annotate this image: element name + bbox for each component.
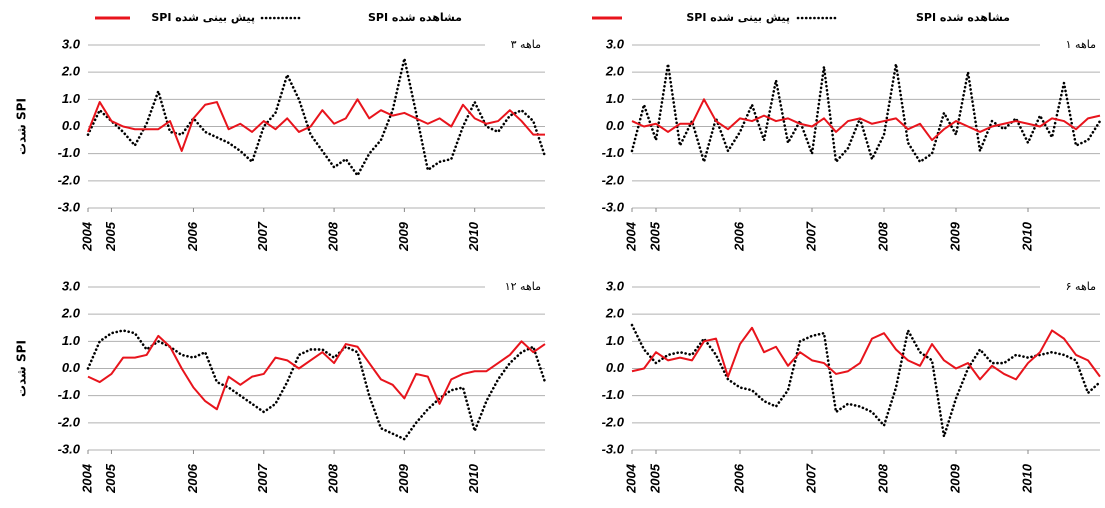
y-tick-label: -1.0 bbox=[602, 387, 625, 402]
x-tick-label: 2005 bbox=[647, 463, 662, 494]
x-tick-label: 2005 bbox=[103, 463, 118, 494]
x-tick-label: 2008 bbox=[875, 463, 890, 494]
legend-label: SPI پیش بینی شده bbox=[686, 11, 790, 24]
series-line bbox=[87, 334, 546, 411]
title-bg bbox=[1040, 37, 1100, 53]
x-tick-label: 2006 bbox=[731, 221, 746, 252]
x-tick-label: 2006 bbox=[185, 463, 200, 494]
x-tick-label: 2004 bbox=[623, 463, 638, 494]
y-tick-label: 0.0 bbox=[62, 360, 81, 375]
x-tick-label: 2010 bbox=[466, 221, 481, 252]
x-tick-label: 2010 bbox=[466, 463, 481, 494]
x-tick-label: 2007 bbox=[255, 463, 270, 494]
x-tick-label: 2005 bbox=[103, 221, 118, 252]
x-tick-label: 2004 bbox=[623, 221, 638, 252]
series-line bbox=[86, 57, 547, 177]
y-tick-label: 3.0 bbox=[62, 36, 81, 51]
series-line bbox=[86, 329, 547, 441]
y-axis-label: شدت SPI bbox=[15, 340, 29, 397]
y-tick-label: -3.0 bbox=[58, 441, 81, 456]
x-tick-label: 2005 bbox=[647, 221, 662, 252]
title-bg bbox=[485, 37, 545, 53]
y-tick-label: 0.0 bbox=[62, 118, 81, 133]
y-tick-label: 1.0 bbox=[606, 91, 625, 106]
y-tick-label: 1.0 bbox=[606, 333, 625, 348]
x-tick-label: 2004 bbox=[79, 463, 94, 494]
y-tick-label: 2.0 bbox=[605, 306, 625, 321]
series-line bbox=[631, 326, 1101, 381]
series-line bbox=[630, 62, 1102, 164]
y-tick-label: 1.0 bbox=[62, 91, 81, 106]
panel-title: ۶ ماهه bbox=[1066, 280, 1096, 293]
y-tick-label: 3.0 bbox=[62, 278, 81, 293]
y-tick-label: -3.0 bbox=[602, 199, 625, 214]
x-tick-label: 2008 bbox=[326, 463, 341, 494]
panel-title: ۱ ماهه bbox=[1066, 38, 1096, 51]
x-tick-label: 2007 bbox=[803, 221, 818, 252]
x-tick-label: 2004 bbox=[79, 221, 94, 252]
y-tick-label: 1.0 bbox=[62, 333, 81, 348]
title-bg bbox=[485, 279, 545, 295]
y-tick-label: 2.0 bbox=[605, 64, 625, 79]
y-tick-label: -2.0 bbox=[58, 172, 81, 187]
y-tick-label: -1.0 bbox=[58, 387, 81, 402]
title-bg bbox=[1040, 279, 1100, 295]
series-line bbox=[87, 98, 545, 152]
x-tick-label: 2010 bbox=[1019, 463, 1034, 494]
x-tick-label: 2006 bbox=[185, 221, 200, 252]
y-tick-label: 0.0 bbox=[606, 118, 625, 133]
x-tick-label: 2008 bbox=[326, 221, 341, 252]
y-tick-label: 3.0 bbox=[606, 36, 625, 51]
x-tick-label: 2008 bbox=[875, 221, 890, 252]
y-tick-label: 0.0 bbox=[606, 360, 625, 375]
y-tick-label: -3.0 bbox=[58, 199, 81, 214]
legend-label: SPI پیش بینی شده bbox=[151, 11, 255, 24]
x-tick-label: 2009 bbox=[947, 221, 962, 252]
legend-label: SPI مشاهده شده bbox=[916, 11, 1010, 24]
x-tick-label: 2009 bbox=[947, 463, 962, 494]
x-tick-label: 2007 bbox=[255, 221, 270, 252]
y-tick-label: -2.0 bbox=[58, 414, 81, 429]
legend-label: SPI مشاهده شده bbox=[368, 11, 462, 24]
x-tick-label: 2006 bbox=[731, 463, 746, 494]
y-tick-label: -1.0 bbox=[602, 145, 625, 160]
panel-title: ۳ ماهه bbox=[511, 38, 541, 51]
y-tick-label: 2.0 bbox=[61, 306, 81, 321]
y-axis-label: شدت SPI bbox=[15, 98, 29, 155]
y-tick-label: -1.0 bbox=[58, 145, 81, 160]
y-tick-label: -3.0 bbox=[602, 441, 625, 456]
series-line bbox=[630, 323, 1102, 438]
y-tick-label: -2.0 bbox=[602, 414, 625, 429]
panel-title: ۱۲ ماهه bbox=[505, 280, 541, 293]
x-tick-label: 2007 bbox=[803, 463, 818, 494]
x-tick-label: 2010 bbox=[1019, 221, 1034, 252]
y-tick-label: 2.0 bbox=[61, 64, 81, 79]
y-tick-label: 3.0 bbox=[606, 278, 625, 293]
x-tick-label: 2009 bbox=[396, 221, 411, 252]
series-line bbox=[631, 98, 1101, 142]
y-tick-label: -2.0 bbox=[602, 172, 625, 187]
x-tick-label: 2009 bbox=[396, 463, 411, 494]
